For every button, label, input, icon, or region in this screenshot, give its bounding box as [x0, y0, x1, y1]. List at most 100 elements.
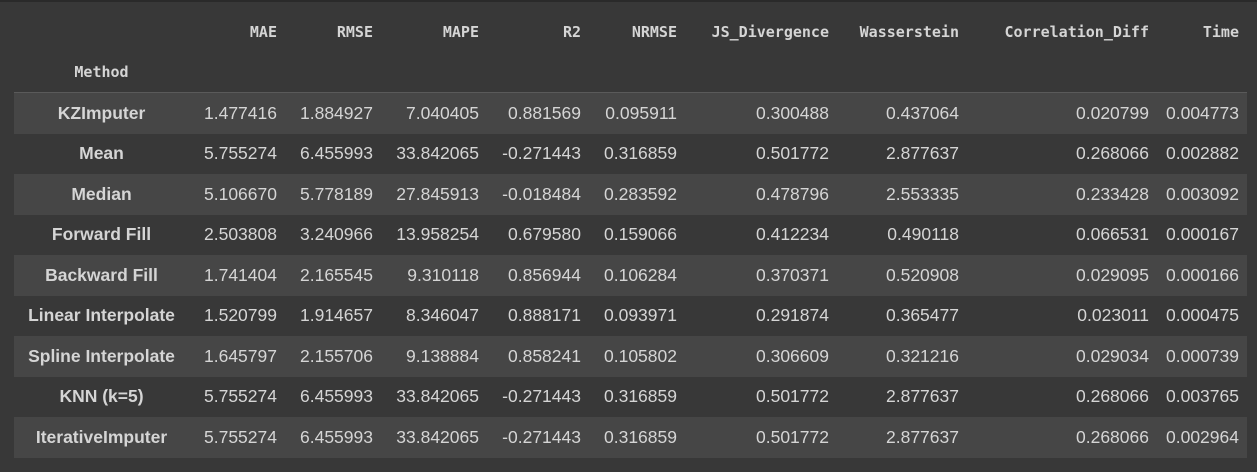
row-label: Linear Interpolate — [28, 305, 175, 326]
table-cell: 0.268066 — [1076, 386, 1149, 407]
row-label: Backward Fill — [45, 264, 158, 285]
table-cell: 0.004773 — [1166, 102, 1239, 123]
table-cell: 27.845913 — [396, 183, 479, 204]
column-header: Time — [1202, 23, 1239, 41]
table-cell: 0.095911 — [605, 102, 677, 123]
corner-cell — [14, 12, 189, 52]
table-cell: 0.000739 — [1166, 345, 1239, 366]
table-cell: 0.268066 — [1076, 426, 1149, 447]
table-cell: 0.020799 — [1076, 102, 1149, 123]
table-cell: 0.000166 — [1166, 264, 1239, 285]
table-row: Spline Interpolate 1.645797 2.155706 9.1388… — [14, 336, 1247, 377]
table-cell: 5.755274 — [204, 143, 277, 164]
column-header: RMSE — [336, 23, 373, 41]
table-cell: 0.029034 — [1076, 345, 1149, 366]
table-cell: 33.842065 — [396, 143, 479, 164]
table-cell: 0.365477 — [886, 305, 959, 326]
table-cell: 1.884927 — [300, 102, 373, 123]
table-cell: 0.300488 — [756, 102, 829, 123]
table-cell: 0.233428 — [1076, 183, 1149, 204]
table-cell: 0.306609 — [756, 345, 829, 366]
table-cell: 0.437064 — [886, 102, 959, 123]
table-cell: -0.018484 — [502, 183, 581, 204]
row-label: KNN (k=5) — [59, 386, 144, 407]
table-row: IterativeImputer 5.755274 6.455993 33.84206… — [14, 417, 1247, 458]
table-cell: 0.283592 — [604, 183, 677, 204]
table-cell: 0.002882 — [1166, 143, 1239, 164]
table-cell: 0.501772 — [756, 386, 829, 407]
table-cell: -0.271443 — [502, 426, 581, 447]
row-label: KZImputer — [57, 102, 146, 123]
table-cell: 2.877637 — [886, 386, 959, 407]
table-cell: 5.778189 — [300, 183, 373, 204]
table-cell: 0.159066 — [604, 224, 677, 245]
row-label: Mean — [79, 143, 124, 164]
table-cell: 1.645797 — [204, 345, 277, 366]
table-cell: 0.888171 — [508, 305, 581, 326]
row-label: IterativeImputer — [35, 426, 168, 447]
table-body: KZImputer 1.477416 1.884927 7.040405 0.88156… — [14, 92, 1247, 458]
table-row: KZImputer 1.477416 1.884927 7.040405 0.88156… — [14, 92, 1247, 134]
table-cell: 0.003765 — [1166, 386, 1239, 407]
column-header: NRMSE — [631, 23, 677, 41]
table-cell: 2.877637 — [886, 143, 959, 164]
table-cell: 2.553335 — [886, 183, 959, 204]
row-label: Spline Interpolate — [28, 345, 175, 366]
table-cell: 1.914657 — [300, 305, 373, 326]
table-cell: 0.002964 — [1166, 426, 1239, 447]
table-row: Mean 5.755274 6.455993 33.842065 -0.271443 0.… — [14, 133, 1247, 174]
table-cell: 5.755274 — [204, 426, 277, 447]
table-cell: 0.501772 — [756, 426, 829, 447]
table-cell: 7.040405 — [406, 102, 479, 123]
results-dataframe: MAE RMSE MAPE R2 NRMSE JS_Divergence Was… — [14, 12, 1247, 458]
table-cell: 0.003092 — [1166, 183, 1239, 204]
table-row: Backward Fill 1.741404 2.165545 9.310118 0.8… — [14, 255, 1247, 296]
table-cell: 0.066531 — [1076, 224, 1149, 245]
column-header: JS_Divergence — [711, 23, 829, 41]
table-cell: 0.106284 — [604, 264, 677, 285]
table-row: Linear Interpolate 1.520799 1.914657 8.3460… — [14, 295, 1247, 336]
table-cell: 0.858241 — [508, 345, 581, 366]
column-header: MAE — [249, 23, 277, 41]
table-cell: 0.501772 — [756, 143, 829, 164]
table-cell: 0.412234 — [756, 224, 829, 245]
column-header: MAPE — [442, 23, 479, 41]
table-cell: 0.105802 — [604, 345, 677, 366]
table-cell: 0.478796 — [756, 183, 829, 204]
table-cell: 6.455993 — [300, 386, 373, 407]
table-cell: 9.138884 — [406, 345, 479, 366]
column-header: Wasserstein — [859, 23, 959, 41]
table-cell: 0.029095 — [1076, 264, 1149, 285]
table-cell: 6.455993 — [300, 426, 373, 447]
table-cell: 2.877637 — [886, 426, 959, 447]
column-header: R2 — [562, 23, 581, 41]
table-cell: 6.455993 — [300, 143, 373, 164]
index-name-row: Method — [14, 52, 1247, 93]
table-cell: 0.291874 — [756, 305, 829, 326]
table-cell: 0.093971 — [604, 305, 677, 326]
table-cell: 1.741404 — [204, 264, 277, 285]
table-cell: 0.268066 — [1076, 143, 1149, 164]
table-cell: -0.271443 — [502, 143, 581, 164]
index-name: Method — [74, 63, 129, 81]
table-cell: 5.106670 — [204, 183, 277, 204]
table-cell: 13.958254 — [396, 224, 479, 245]
table-cell: 0.316859 — [604, 143, 677, 164]
table-row: Forward Fill 2.503808 3.240966 13.958254 0.6… — [14, 214, 1247, 255]
table-cell: 0.000475 — [1166, 305, 1239, 326]
table-cell: 2.155706 — [300, 345, 373, 366]
column-header: Correlation_Diff — [1004, 23, 1150, 41]
table-cell: 33.842065 — [396, 386, 479, 407]
table-cell: 0.881569 — [508, 102, 581, 123]
table-cell: 0.370371 — [756, 264, 829, 285]
row-label: Forward Fill — [51, 224, 152, 245]
table-cell: 0.000167 — [1166, 224, 1239, 245]
table-cell: 3.240966 — [300, 224, 373, 245]
table-cell: 33.842065 — [396, 426, 479, 447]
table-cell: 0.316859 — [604, 386, 677, 407]
table-cell: 1.477416 — [204, 102, 277, 123]
table-cell: 0.490118 — [887, 224, 959, 245]
table-row: Median 5.106670 5.778189 27.845913 -0.018484… — [14, 174, 1247, 215]
table-cell: 0.856944 — [508, 264, 581, 285]
